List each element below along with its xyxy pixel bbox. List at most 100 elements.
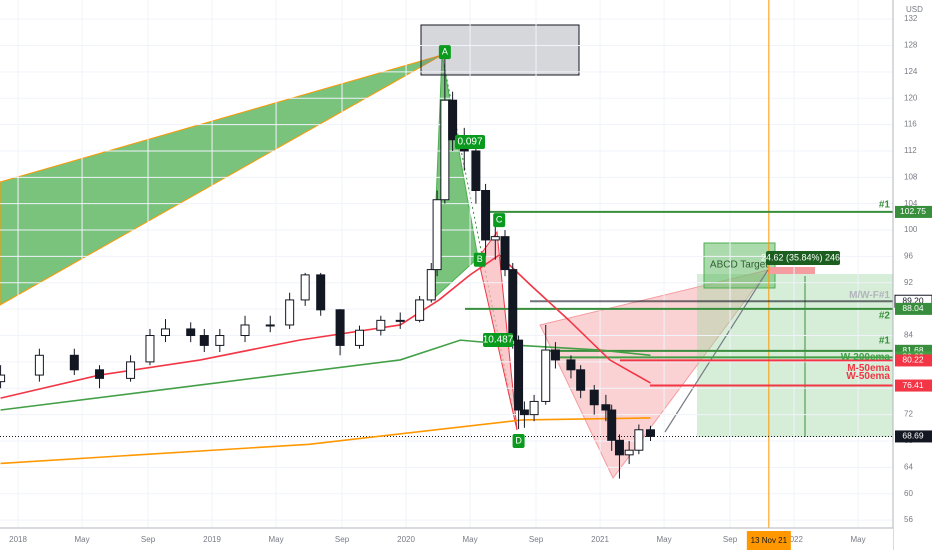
y-tick-label: 72	[904, 410, 913, 419]
level-tag: W-200ema	[841, 352, 891, 363]
measure-label: 24.62 (35.84%) 2462	[761, 252, 845, 262]
candle-body	[519, 409, 529, 416]
target-bar	[768, 267, 815, 274]
xa-wedge	[0, 54, 443, 306]
candle-body	[601, 404, 611, 411]
candle-body	[95, 369, 105, 379]
candle-body	[376, 319, 386, 331]
price-label: 76.41	[902, 380, 924, 390]
price-label: 81.68	[902, 345, 924, 355]
candle-body	[448, 99, 458, 141]
candle-body	[471, 150, 481, 192]
candle-body	[215, 335, 225, 346]
x-tick-label: Sep	[529, 535, 544, 544]
price-label-box	[895, 430, 932, 443]
candle-body	[186, 328, 196, 337]
ad-dotted	[441, 54, 518, 431]
y-tick-label: 60	[904, 489, 913, 498]
target-label: ABCD Target	[710, 260, 768, 271]
pattern-label: A	[442, 46, 448, 56]
x-tick-label: 2019	[203, 535, 221, 544]
y-tick-label: 56	[904, 515, 913, 524]
candle-body	[415, 299, 425, 321]
x-tick-label: Sep	[141, 535, 156, 544]
y-tick-label: 84	[904, 331, 913, 340]
pattern-point	[493, 213, 506, 228]
price-axis	[893, 0, 932, 550]
x-tick-label: Sep	[723, 535, 738, 544]
x-tick-label: May	[75, 535, 90, 544]
ratio-label: 10.487	[483, 335, 514, 346]
ratio-box	[455, 135, 485, 149]
y-tick-label: 92	[904, 278, 913, 287]
y-tick-label: 104	[904, 199, 918, 208]
y-tick-label: 100	[904, 225, 918, 234]
candle-body	[126, 361, 136, 379]
pattern-label: D	[515, 435, 522, 445]
x-tick-label: May	[851, 535, 866, 544]
x-tick-label: May	[269, 535, 284, 544]
candle-body	[34, 354, 44, 376]
x-tick-label: 2022	[785, 535, 803, 544]
candle-body	[589, 389, 599, 406]
candle-body	[300, 274, 310, 301]
candle-body	[285, 299, 295, 326]
candle-body	[316, 274, 326, 311]
candle-body	[514, 339, 524, 411]
y-tick-label: 112	[904, 146, 917, 155]
level-tag: #1	[879, 335, 891, 346]
price-label-box	[895, 302, 932, 315]
y-tick-label: 128	[904, 41, 918, 50]
pattern-point	[473, 252, 486, 267]
date-marker-label: 13 Nov 21	[751, 536, 788, 545]
level-tag: W-50ema	[846, 371, 890, 382]
candle-body	[550, 349, 560, 361]
candle-body	[645, 429, 655, 437]
candle-body	[614, 439, 624, 456]
price-label: 102.75	[900, 206, 926, 216]
moving-average	[0, 417, 651, 465]
x-tick-label: 2021	[591, 535, 609, 544]
y-tick-label: 124	[904, 67, 918, 76]
y-tick-label: 64	[904, 462, 913, 471]
price-label-box	[895, 354, 932, 367]
candle-body	[265, 324, 275, 327]
ratio-box	[483, 333, 513, 347]
candle-body	[529, 400, 539, 416]
pattern-point	[512, 433, 525, 448]
candle-body	[354, 329, 364, 346]
candle-body	[541, 349, 551, 402]
moving-average	[0, 254, 651, 399]
y-tick-label: 96	[904, 252, 913, 261]
candle-body	[240, 324, 250, 337]
candle-body	[426, 269, 436, 301]
ratio-label: 0.097	[457, 137, 482, 148]
level-tag: #1	[879, 200, 891, 211]
measure-box	[766, 251, 840, 265]
candle-body	[440, 99, 450, 201]
x-tick-label: May	[657, 535, 672, 544]
candle-body	[69, 354, 79, 371]
candle-body	[160, 328, 170, 337]
abcd-target-box	[703, 242, 776, 289]
candle-body	[634, 429, 644, 451]
candle-body	[395, 319, 405, 322]
x-tick-label: 2020	[397, 535, 415, 544]
price-label: 68.69	[902, 431, 924, 441]
time-axis	[0, 528, 893, 550]
price-label-box	[895, 379, 932, 392]
x-tick-label: May	[463, 535, 478, 544]
candle-body	[0, 374, 6, 383]
level-tag: #2	[879, 311, 891, 322]
candle-body	[145, 335, 155, 363]
candle-body	[607, 409, 617, 441]
level-tag: M-50ema	[847, 363, 890, 374]
candle-body	[566, 359, 576, 371]
y-tick-label: 132	[904, 14, 918, 23]
target-triangle	[539, 269, 770, 479]
candle-body	[576, 369, 586, 391]
pattern-point	[438, 45, 451, 60]
y-tick-label: 108	[904, 172, 918, 181]
